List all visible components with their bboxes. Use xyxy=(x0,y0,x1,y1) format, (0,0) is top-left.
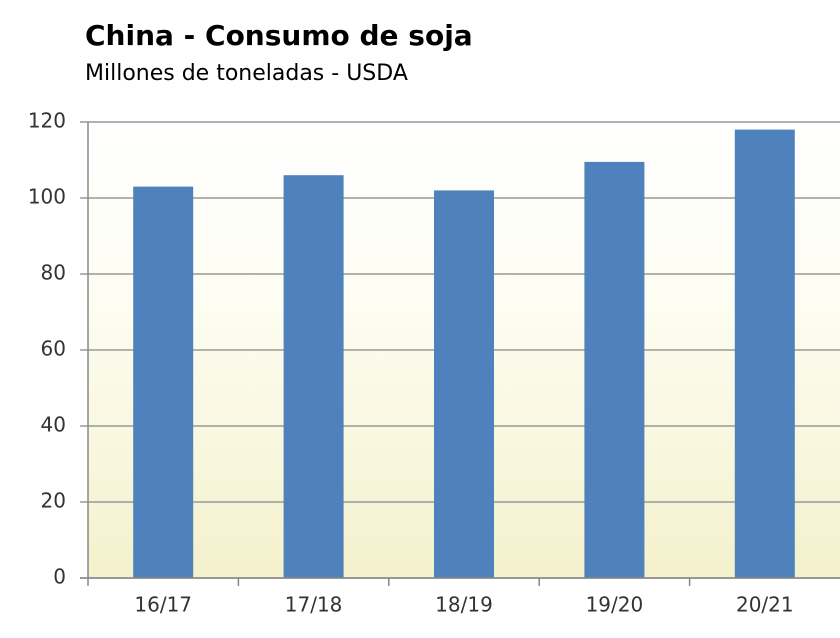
y-tick-label: 120 xyxy=(28,109,66,133)
y-tick-label: 0 xyxy=(53,565,66,589)
bar xyxy=(283,175,344,578)
bar xyxy=(584,161,645,578)
y-tick-label: 40 xyxy=(41,413,66,437)
chart-title: China - Consumo de soja xyxy=(85,19,473,52)
y-tick-label: 60 xyxy=(41,337,66,361)
bar xyxy=(434,190,494,578)
x-tick-label: 18/19 xyxy=(435,593,493,617)
y-tick-label: 80 xyxy=(41,261,66,285)
x-tick-label: 20/21 xyxy=(736,593,794,617)
y-tick-label: 20 xyxy=(41,489,66,513)
bar xyxy=(133,186,194,578)
x-tick-label: 19/20 xyxy=(586,593,644,617)
x-tick-label: 16/17 xyxy=(134,593,192,617)
chart-subtitle: Millones de toneladas - USDA xyxy=(85,61,408,86)
x-tick-label: 17/18 xyxy=(285,593,343,617)
bar xyxy=(734,129,795,578)
y-tick-label: 100 xyxy=(28,185,66,209)
